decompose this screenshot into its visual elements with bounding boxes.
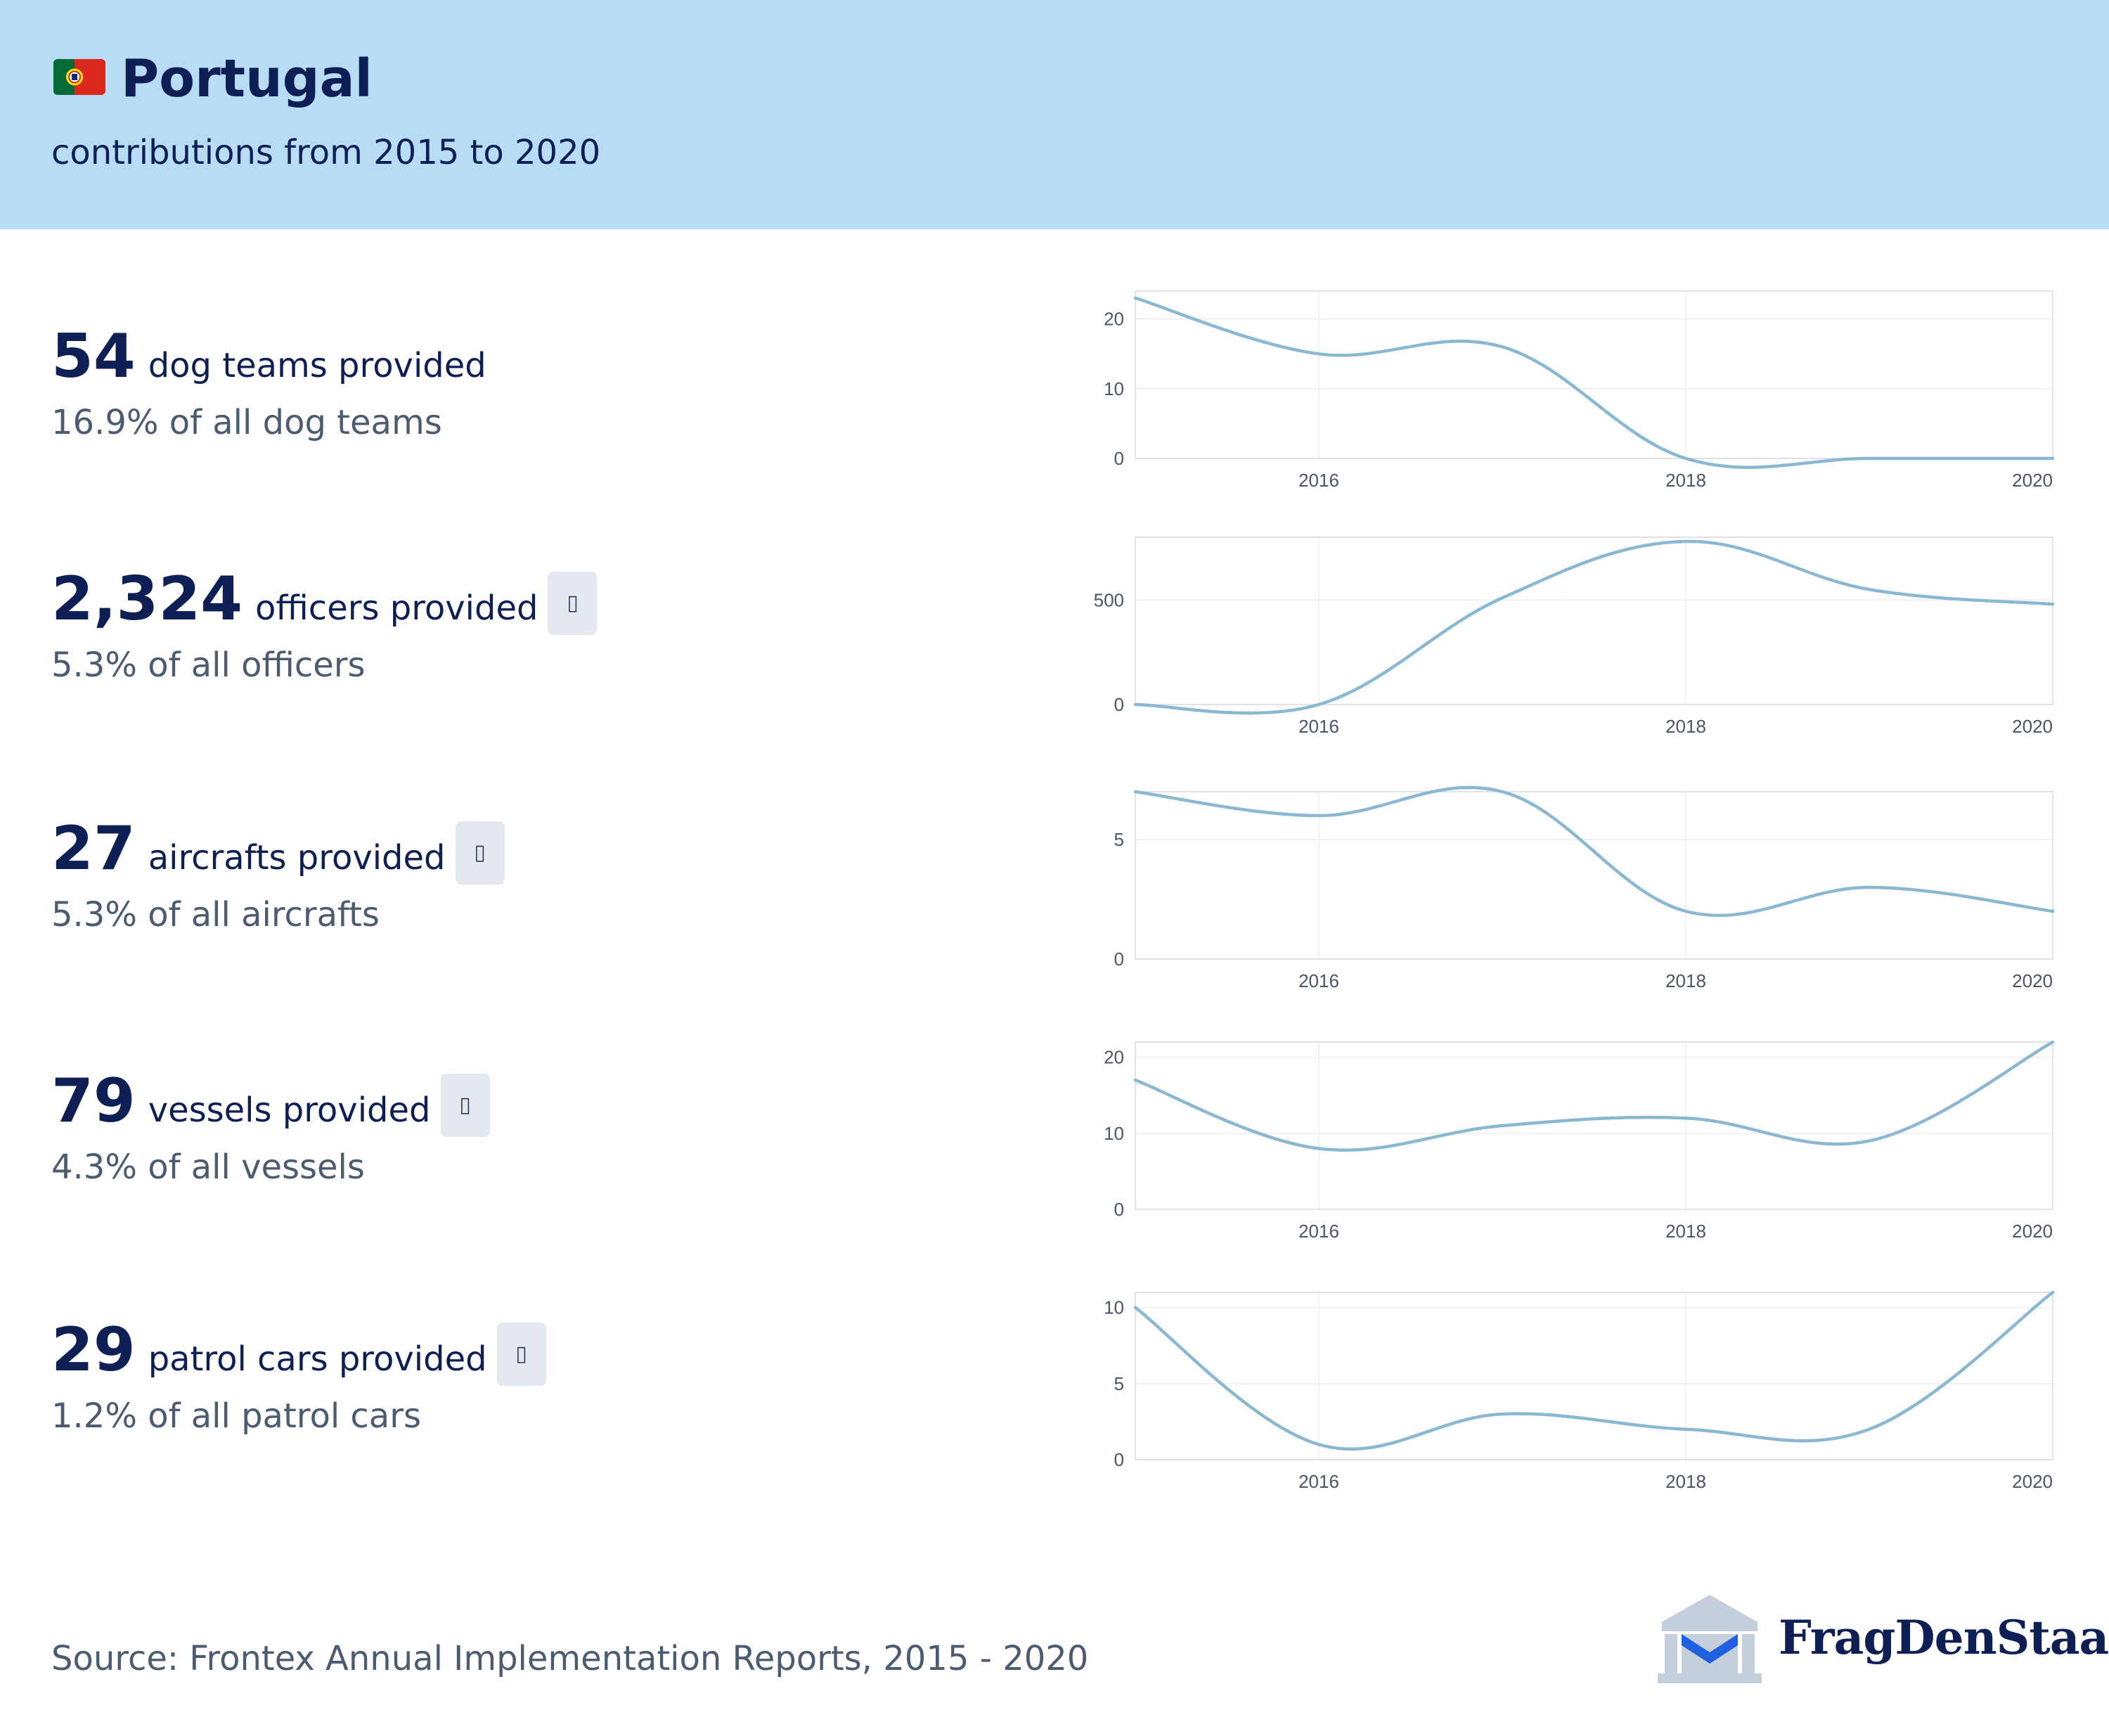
page-subtitle: contributions from 2015 to 2020 xyxy=(51,133,601,172)
stat-dog-teams: 54 dog teams provided 16.9% of all dog t… xyxy=(51,318,1036,446)
y-tick-label: 10 xyxy=(1104,1297,1124,1318)
x-tick-label: 2020 xyxy=(2012,716,2053,737)
x-tick-label: 2018 xyxy=(1665,470,1706,491)
x-tick-label: 2020 xyxy=(2012,470,2053,491)
x-tick-label: 2016 xyxy=(1298,1221,1339,1242)
stat-value: 2,324 xyxy=(51,564,243,634)
portugal-flag-icon xyxy=(53,59,105,95)
stat-patrol-cars: 29 patrol cars provided ▯ 1.2% of all pa… xyxy=(51,1311,1036,1439)
y-tick-label: 10 xyxy=(1104,1123,1124,1144)
stat-share: 5.3% of all officers xyxy=(51,645,366,685)
y-tick-label: 500 xyxy=(1094,589,1124,610)
x-tick-label: 2016 xyxy=(1298,716,1339,737)
stat-value: 54 xyxy=(51,321,136,392)
info-button[interactable]: ▯ xyxy=(455,821,505,885)
series-line xyxy=(1133,539,2055,715)
series-line xyxy=(1133,1290,2055,1451)
page-title: Portugal xyxy=(121,49,373,109)
x-tick-label: 2016 xyxy=(1298,970,1339,991)
y-tick-label: 20 xyxy=(1104,309,1124,330)
info-button[interactable]: ▯ xyxy=(440,1074,490,1137)
y-tick-label: 5 xyxy=(1114,1373,1124,1394)
y-tick-label: 0 xyxy=(1114,949,1124,970)
stat-label: dog teams provided xyxy=(148,346,486,385)
y-tick-label: 0 xyxy=(1114,694,1124,715)
x-tick-label: 2016 xyxy=(1298,1471,1339,1492)
x-tick-label: 2020 xyxy=(2012,1471,2053,1492)
plot-frame xyxy=(1135,1292,2053,1460)
stat-value: 79 xyxy=(51,1066,136,1136)
line-chart: 0 5 2016 2018 2020 xyxy=(1114,785,2055,991)
stat-share: 1.2% of all patrol cars xyxy=(51,1396,421,1436)
chart-patrol-cars: 0 5 10 2016 2018 2020 xyxy=(1069,1288,2067,1499)
plot-frame xyxy=(1135,791,2053,960)
x-tick-label: 2020 xyxy=(2012,970,2053,991)
series-line xyxy=(1133,1040,2055,1152)
chart-vessels: 0 10 20 2016 2018 2020 xyxy=(1069,1038,2067,1249)
source-note: Source: Frontex Annual Implementation Re… xyxy=(51,1639,1089,1678)
line-chart: 0 10 20 2016 2018 2020 xyxy=(1104,290,2055,491)
info-button[interactable]: ▯ xyxy=(496,1323,546,1386)
chart-dog-teams: 0 10 20 2016 2018 2020 xyxy=(1069,287,2067,498)
stat-value: 27 xyxy=(51,814,136,884)
header-banner: Portugal contributions from 2015 to 2020 xyxy=(0,0,2109,229)
y-tick-label: 5 xyxy=(1114,829,1124,850)
stat-aircrafts: 27 aircrafts provided ▯ 5.3% of all airc… xyxy=(51,810,1036,938)
x-tick-label: 2018 xyxy=(1665,1221,1706,1242)
stat-share: 16.9% of all dog teams xyxy=(51,403,442,442)
logo-text: FragDenStaat xyxy=(1779,1610,2109,1665)
stat-label: vessels provided xyxy=(148,1091,431,1130)
info-button[interactable]: ▯ xyxy=(548,572,598,635)
stat-vessels: 79 vessels provided ▯ 4.3% of all vessel… xyxy=(51,1062,1036,1190)
chart-aircrafts: 0 5 2016 2018 2020 xyxy=(1069,785,2067,998)
stat-share: 4.3% of all vessels xyxy=(51,1147,365,1187)
stat-officers: 2,324 officers provided ▯ 5.3% of all of… xyxy=(51,560,1036,688)
plot-frame xyxy=(1135,536,2053,705)
stat-share: 5.3% of all aircrafts xyxy=(51,895,380,934)
stat-label: patrol cars provided xyxy=(148,1339,487,1379)
line-chart: 0 10 20 2016 2018 2020 xyxy=(1104,1040,2055,1242)
x-tick-label: 2016 xyxy=(1298,470,1339,491)
series-line xyxy=(1133,785,2055,918)
x-tick-label: 2018 xyxy=(1665,716,1706,737)
y-tick-label: 0 xyxy=(1114,1449,1124,1470)
fragdenstaat-logo[interactable]: FragDenStaat xyxy=(1653,1590,2109,1689)
chart-officers: 0 500 2016 2018 2020 xyxy=(1069,533,2067,744)
x-tick-label: 2018 xyxy=(1665,970,1706,991)
series-line xyxy=(1133,296,2055,469)
plot-frame xyxy=(1135,1041,2053,1210)
x-tick-label: 2020 xyxy=(2012,1221,2053,1242)
fragdenstaat-building-icon xyxy=(1658,1595,1762,1683)
line-chart: 0 5 10 2016 2018 2020 xyxy=(1104,1290,2055,1492)
stat-label: officers provided xyxy=(255,589,538,628)
line-chart: 0 500 2016 2018 2020 xyxy=(1094,536,2055,737)
y-tick-label: 10 xyxy=(1104,378,1124,399)
x-tick-label: 2018 xyxy=(1665,1471,1706,1492)
y-tick-label: 0 xyxy=(1114,1199,1124,1220)
stat-label: aircrafts provided xyxy=(148,838,446,877)
y-tick-label: 0 xyxy=(1114,448,1124,469)
y-tick-label: 20 xyxy=(1104,1047,1124,1068)
plot-frame xyxy=(1135,290,2053,459)
stat-value: 29 xyxy=(51,1315,136,1385)
